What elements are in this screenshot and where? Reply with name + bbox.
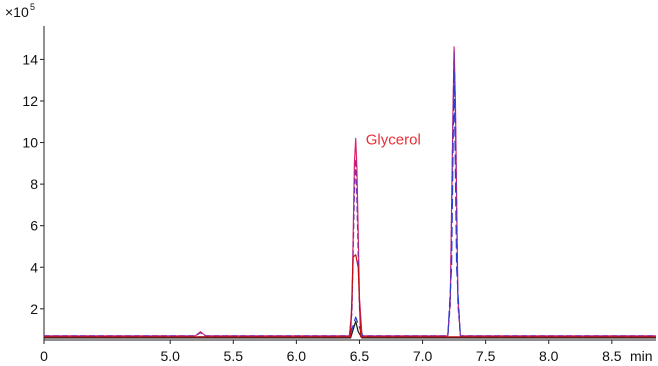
y-tick-label: 2: [30, 301, 38, 317]
y-tick-label: 4: [30, 259, 38, 275]
y-tick-label: 8: [30, 176, 38, 192]
x-tick-label: 6.5: [350, 348, 370, 364]
y-axis: 2 4 6 8 10 12 14: [22, 26, 45, 340]
series-line-2: [44, 69, 656, 338]
x-tick-label: 8.0: [539, 348, 559, 364]
x-tick-label: 0: [40, 348, 48, 364]
x-tick-label: 5.0: [160, 348, 180, 364]
series-line-0: [44, 46, 656, 337]
y-tick-label: 12: [22, 93, 38, 109]
x-axis-unit: min: [630, 348, 653, 364]
y-tick-label: 14: [22, 51, 38, 67]
y-multiplier-label: ×10: [5, 4, 29, 20]
y-tick-label: 6: [30, 218, 38, 234]
x-tick-label: 5.5: [224, 348, 244, 364]
series-line-4: [44, 254, 656, 338]
annotation-glycerol: Glycerol: [366, 132, 421, 149]
x-tick-label: 7.5: [476, 348, 496, 364]
series-layer: [44, 46, 656, 339]
y-multiplier-exponent: 5: [30, 2, 35, 12]
series-line-3: [44, 320, 656, 339]
x-tick-label: 8.5: [602, 348, 622, 364]
y-tick-label: 10: [22, 135, 38, 151]
x-axis: 0 5.0 5.5 6.0 6.5 7.0 7.5 8.0 8.5: [40, 339, 656, 364]
x-tick-label: 7.0: [413, 348, 433, 364]
series-line-1: [44, 50, 656, 337]
annotation-layer: Glycerol: [366, 132, 421, 149]
x-tick-label: 6.0: [287, 348, 307, 364]
